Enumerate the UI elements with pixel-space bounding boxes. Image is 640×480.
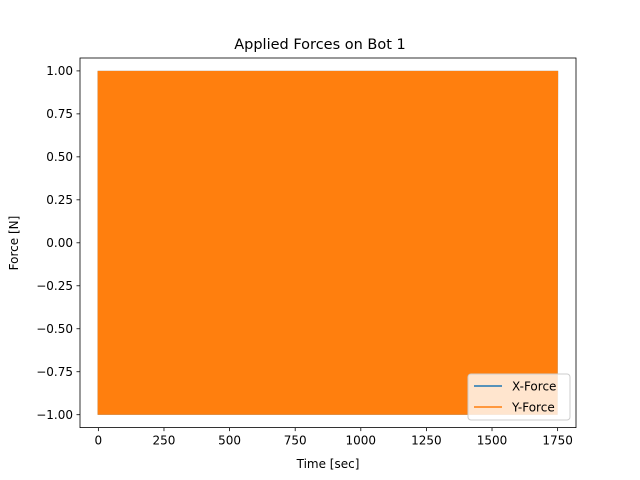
x-tick-label: 1750: [542, 434, 573, 448]
y-tick-label: −0.50: [36, 322, 73, 336]
y-tick-label: −0.75: [36, 365, 73, 379]
legend-label-1: X-Force: [512, 379, 556, 393]
y-tick-label: −0.25: [36, 279, 73, 293]
y-tick-label: 0.75: [46, 107, 73, 121]
x-tick-label: 1000: [346, 434, 377, 448]
x-tick-label: 250: [153, 434, 176, 448]
series-layer: [97, 70, 559, 415]
x-axis: 0 250 500 750 1000 1250 1500 1750: [95, 427, 573, 448]
series-line-2: [97, 70, 559, 415]
legend-label-2: Y-Force: [511, 400, 555, 414]
legend: X-Force Y-Force: [467, 373, 571, 421]
y-tick-label: 1.00: [46, 64, 73, 78]
y-axis-label: Force [N]: [7, 216, 21, 271]
y-tick-label: 0.50: [46, 150, 73, 164]
x-tick-label: 1500: [477, 434, 508, 448]
y-axis: −1.00 −0.75 −0.50 −0.25 0.00 0.25 0.50 0.75 1.00: [36, 64, 80, 422]
y-tick-label: 0.25: [46, 193, 73, 207]
chart-title: Applied Forces on Bot 1: [234, 37, 406, 53]
x-tick-label: 1250: [411, 434, 442, 448]
x-tick-label: 750: [284, 434, 307, 448]
x-tick-label: 0: [95, 434, 103, 448]
x-axis-label: Time [sec]: [296, 457, 360, 471]
x-tick-label: 500: [218, 434, 241, 448]
y-tick-label: −1.00: [36, 408, 73, 422]
y-tick-label: 0.00: [46, 236, 73, 250]
